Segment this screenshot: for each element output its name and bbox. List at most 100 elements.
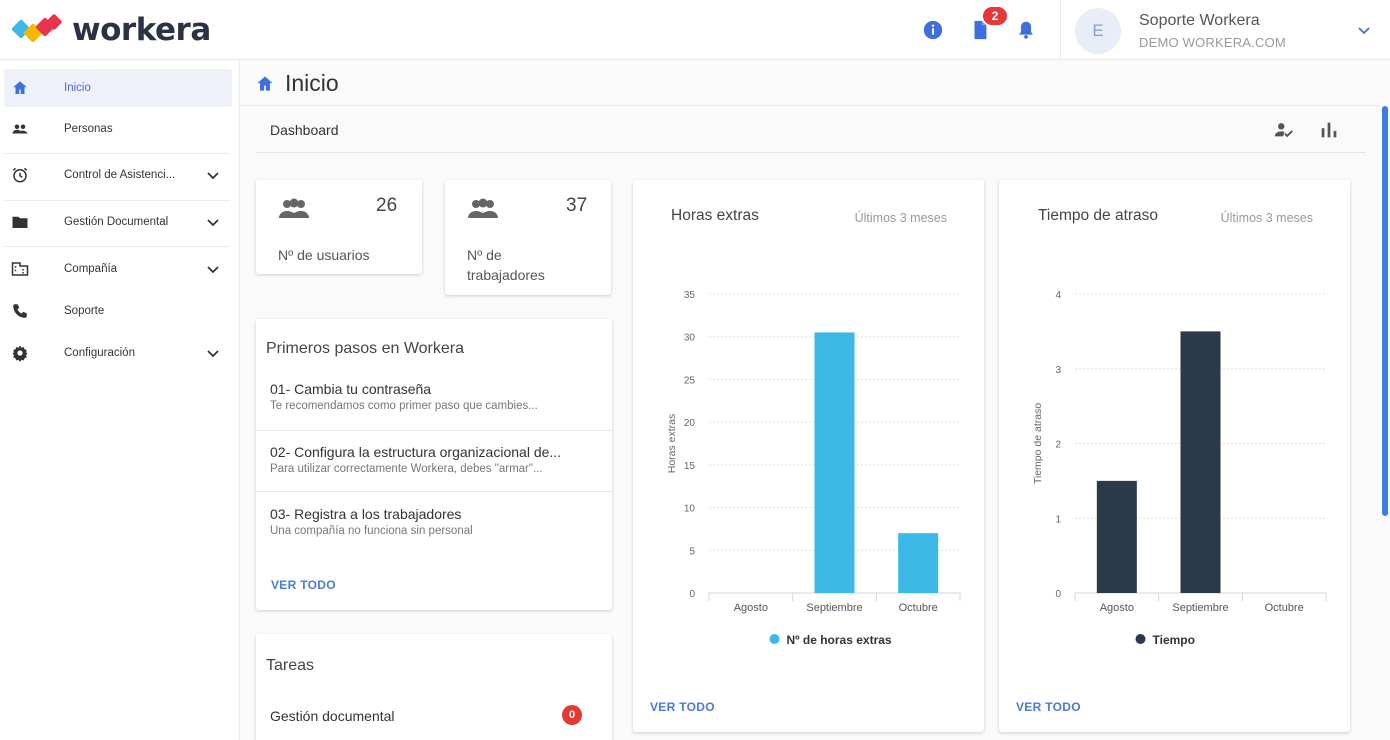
sidebar-item-label: Compañía bbox=[64, 263, 118, 275]
bar[interactable] bbox=[1180, 331, 1221, 593]
bell-icon[interactable] bbox=[1015, 19, 1037, 41]
delay-bar-chart: 0 1 2 3 4 Agosto Septiembre Octubre Tiempo de at… bbox=[1032, 290, 1327, 647]
card-title: Primeros pasos en Workera bbox=[266, 340, 464, 357]
sidebar-item-configuracion[interactable]: Configuración bbox=[4, 334, 232, 372]
stat-label: Nº de trabajadores bbox=[467, 247, 545, 283]
sidebar-item-compania[interactable]: Compañía bbox=[4, 250, 232, 288]
step-title: 02- Configura la estructura organizacion… bbox=[270, 444, 562, 460]
y-tick-label: 10 bbox=[684, 504, 696, 515]
x-tick-label: Agosto bbox=[734, 602, 768, 614]
overtime-bar-chart: 0 5 10 15 20 25 30 35 Agosto Septiembre Octubre Hor… bbox=[666, 290, 961, 647]
sidebar-item-personas[interactable]: Personas bbox=[4, 110, 232, 148]
home-icon bbox=[257, 76, 273, 91]
x-tick-label: Octubre bbox=[899, 602, 938, 614]
legend-marker bbox=[769, 634, 780, 644]
sidebar: Inicio Personas Control de Asistenci... … bbox=[0, 61, 240, 740]
chevron-down-icon bbox=[207, 266, 219, 274]
view-all-link[interactable]: VER TODO bbox=[650, 700, 715, 714]
people-icon bbox=[12, 124, 28, 134]
step-item[interactable]: 01- Cambia tu contraseña Te recomendamos… bbox=[270, 381, 590, 412]
brand-name: workera bbox=[72, 12, 211, 48]
task-count-badge: 0 bbox=[562, 705, 582, 725]
chevron-down-icon bbox=[207, 350, 219, 358]
legend-label[interactable]: Nº de horas extras bbox=[787, 633, 892, 647]
bar[interactable] bbox=[898, 533, 939, 593]
view-all-link[interactable]: VER TODO bbox=[1016, 700, 1081, 714]
chart-card-title: Horas extras bbox=[671, 207, 759, 224]
sidebar-divider bbox=[4, 153, 230, 154]
legend-label[interactable]: Tiempo bbox=[1153, 633, 1195, 647]
workera-logo-mark bbox=[12, 14, 62, 43]
y-tick-label: 35 bbox=[684, 290, 696, 301]
notification-badge: 2 bbox=[983, 7, 1007, 25]
chevron-down-icon[interactable] bbox=[1356, 22, 1372, 38]
y-tick-label: 0 bbox=[1055, 589, 1061, 600]
sidebar-item-label: Gestión Documental bbox=[64, 216, 169, 228]
building-icon bbox=[11, 262, 29, 276]
title-divider bbox=[241, 105, 1381, 106]
sidebar-divider bbox=[4, 200, 230, 201]
scrollbar[interactable] bbox=[1382, 106, 1388, 516]
x-tick-label: Octubre bbox=[1265, 602, 1304, 614]
overtime-chart-card: Horas extras Últimos 3 meses 0 5 10 15 20 25 3… bbox=[633, 180, 984, 732]
dashboard-divider bbox=[256, 152, 1366, 153]
step-subtitle: Una compañía no funciona sin personal bbox=[270, 525, 473, 537]
phone-icon bbox=[13, 304, 27, 318]
task-label[interactable]: Gestión documental bbox=[270, 708, 395, 724]
y-tick-label: 4 bbox=[1055, 290, 1061, 301]
sidebar-item-label: Inicio bbox=[64, 82, 91, 94]
tasks-card: Tareas Gestión documental 0 bbox=[256, 634, 612, 740]
people-icon bbox=[279, 198, 309, 218]
step-item[interactable]: 02- Configura la estructura organizacion… bbox=[270, 444, 590, 475]
x-tick-label: Septiembre bbox=[1172, 602, 1228, 614]
workera-logo[interactable]: workera bbox=[12, 14, 211, 46]
step-divider bbox=[256, 491, 612, 492]
chart-period: Últimos 3 meses bbox=[854, 211, 947, 225]
x-tick-label: Septiembre bbox=[806, 602, 862, 614]
bar[interactable] bbox=[814, 332, 855, 593]
view-all-link[interactable]: VER TODO bbox=[271, 578, 336, 592]
x-tick-label: Agosto bbox=[1100, 602, 1134, 614]
legend-marker bbox=[1135, 634, 1146, 644]
top-header: workera 2 E Soporte Workera DEMO WORKERA… bbox=[0, 0, 1390, 60]
card-title: Tareas bbox=[266, 657, 315, 674]
user-name: Soporte Workera bbox=[1139, 12, 1260, 29]
step-subtitle: Para utilizar correctamente Workera, deb… bbox=[270, 463, 543, 475]
step-item[interactable]: 03- Registra a los trabajadores Una comp… bbox=[270, 506, 590, 537]
stat-card-usuarios[interactable]: 26 Nº de usuarios bbox=[256, 180, 422, 274]
home-icon bbox=[13, 81, 27, 94]
y-tick-label: 20 bbox=[684, 418, 696, 429]
stat-label: Nº de usuarios bbox=[278, 247, 370, 263]
sidebar-item-label: Soporte bbox=[64, 305, 105, 317]
y-tick-label: 15 bbox=[684, 461, 696, 472]
chevron-down-icon bbox=[207, 172, 219, 180]
sidebar-item-gestion-documental[interactable]: Gestión Documental bbox=[4, 203, 232, 241]
y-tick-label: 25 bbox=[684, 375, 696, 386]
bar-chart-icon[interactable] bbox=[1318, 119, 1340, 141]
step-title: 03- Registra a los trabajadores bbox=[270, 506, 462, 522]
section-label: Dashboard bbox=[270, 122, 339, 138]
stat-card-trabajadores[interactable]: 37 Nº de trabajadores bbox=[445, 180, 611, 295]
bar[interactable] bbox=[1096, 480, 1137, 593]
page-title: Inicio bbox=[285, 70, 339, 96]
folder-icon bbox=[12, 216, 28, 228]
header-divider bbox=[1060, 0, 1061, 60]
user-check-icon[interactable] bbox=[1273, 119, 1295, 141]
people-icon bbox=[468, 198, 498, 218]
chart-period: Últimos 3 meses bbox=[1220, 211, 1313, 225]
sidebar-item-control-asistencia[interactable]: Control de Asistenci... bbox=[4, 156, 232, 194]
sidebar-item-inicio[interactable]: Inicio bbox=[4, 69, 232, 107]
avatar[interactable]: E bbox=[1075, 8, 1121, 54]
delay-chart-card: Tiempo de atraso Últimos 3 meses 0 1 2 3 4 Ag… bbox=[999, 180, 1350, 732]
stat-value: 37 bbox=[566, 195, 588, 216]
step-title: 01- Cambia tu contraseña bbox=[270, 381, 432, 397]
first-steps-card: Primeros pasos en Workera 01- Cambia tu … bbox=[256, 319, 612, 610]
sidebar-item-label: Configuración bbox=[64, 347, 135, 359]
step-subtitle: Te recomendamos como primer paso que cam… bbox=[270, 400, 538, 412]
sidebar-item-soporte[interactable]: Soporte bbox=[4, 292, 232, 330]
document-icon[interactable] bbox=[969, 19, 991, 41]
chart-card-title: Tiempo de atraso bbox=[1038, 207, 1159, 224]
stat-value: 26 bbox=[376, 195, 398, 216]
info-icon[interactable] bbox=[922, 19, 944, 41]
chevron-down-icon bbox=[207, 219, 219, 227]
